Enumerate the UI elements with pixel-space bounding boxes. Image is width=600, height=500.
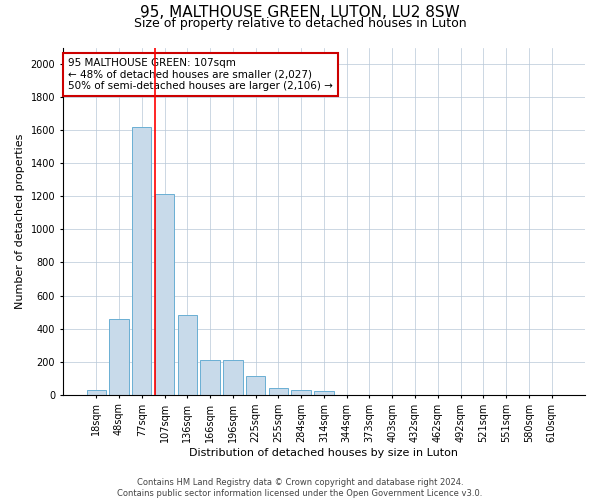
Text: Size of property relative to detached houses in Luton: Size of property relative to detached ho… [134, 18, 466, 30]
Text: 95 MALTHOUSE GREEN: 107sqm
← 48% of detached houses are smaller (2,027)
50% of s: 95 MALTHOUSE GREEN: 107sqm ← 48% of deta… [68, 58, 333, 91]
Text: Contains HM Land Registry data © Crown copyright and database right 2024.
Contai: Contains HM Land Registry data © Crown c… [118, 478, 482, 498]
Bar [155, 194, 174, 395]
Bar [292, 390, 311, 395]
Bar [269, 388, 288, 395]
Bar [132, 127, 151, 395]
Bar [223, 360, 242, 395]
Bar [246, 376, 265, 395]
Bar [178, 316, 197, 395]
Y-axis label: Number of detached properties: Number of detached properties [15, 134, 25, 309]
X-axis label: Distribution of detached houses by size in Luton: Distribution of detached houses by size … [190, 448, 458, 458]
Bar [86, 390, 106, 395]
Bar [109, 318, 128, 395]
Bar [200, 360, 220, 395]
Bar [314, 392, 334, 395]
Text: 95, MALTHOUSE GREEN, LUTON, LU2 8SW: 95, MALTHOUSE GREEN, LUTON, LU2 8SW [140, 5, 460, 20]
